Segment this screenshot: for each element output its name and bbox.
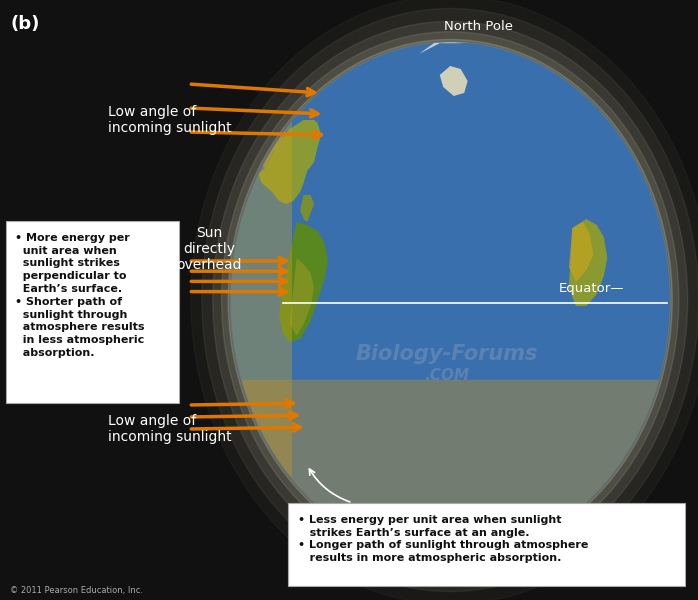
Text: • More energy per
  unit area when
  sunlight strikes
  perpendicular to
  Earth: • More energy per unit area when sunligh…: [15, 233, 145, 358]
Ellipse shape: [202, 8, 698, 592]
Text: Low angle of
incoming sunlight: Low angle of incoming sunlight: [108, 105, 232, 135]
FancyBboxPatch shape: [6, 221, 179, 403]
Polygon shape: [569, 222, 593, 282]
Ellipse shape: [213, 22, 688, 578]
Polygon shape: [279, 222, 328, 342]
Polygon shape: [569, 219, 607, 306]
Text: South Pole: South Pole: [373, 505, 444, 518]
Text: Equator—: Equator—: [559, 282, 625, 295]
Polygon shape: [241, 380, 660, 558]
Text: Biology-Forums: Biology-Forums: [355, 344, 538, 364]
Text: • Less energy per unit area when sunlight
   strikes Earth’s surface at an angle: • Less energy per unit area when sunligh…: [298, 515, 588, 563]
Ellipse shape: [221, 32, 679, 568]
Text: Sun
directly
overhead: Sun directly overhead: [177, 226, 242, 272]
Ellipse shape: [228, 40, 672, 560]
FancyBboxPatch shape: [288, 503, 685, 586]
Polygon shape: [300, 195, 314, 222]
Text: .COM: .COM: [424, 367, 469, 383]
Polygon shape: [440, 66, 468, 96]
Ellipse shape: [230, 42, 670, 558]
Text: © 2011 Pearson Education, Inc.: © 2011 Pearson Education, Inc.: [10, 586, 144, 595]
Text: (b): (b): [10, 15, 40, 33]
Text: North Pole: North Pole: [444, 20, 512, 34]
Text: Low angle of
incoming sunlight: Low angle of incoming sunlight: [108, 414, 232, 444]
Polygon shape: [258, 120, 321, 204]
Polygon shape: [419, 37, 489, 54]
Polygon shape: [230, 42, 450, 558]
Polygon shape: [258, 120, 286, 168]
Polygon shape: [290, 258, 314, 336]
